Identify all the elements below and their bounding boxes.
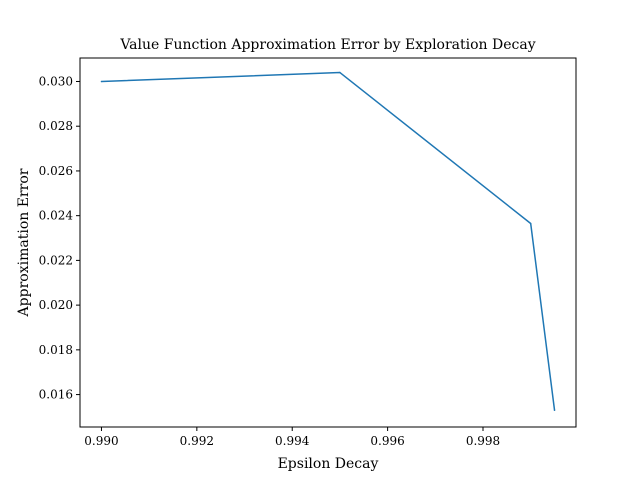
- y-tick-label: 0.016: [39, 388, 73, 402]
- plot-frame: [79, 57, 577, 428]
- data-point: [553, 409, 556, 411]
- series-line: [101, 71, 556, 411]
- x-tick-label: 0.992: [180, 434, 214, 448]
- data-point: [100, 80, 103, 83]
- data-point: [529, 222, 532, 225]
- plot-content: [100, 71, 556, 411]
- chart-title: Value Function Approximation Error by Ex…: [119, 37, 535, 53]
- y-tick-label: 0.020: [39, 298, 73, 312]
- plot-area: [80, 58, 576, 427]
- y-tick-label: 0.022: [39, 253, 73, 267]
- y-tick-label: 0.026: [39, 164, 73, 178]
- y-tick-label: 0.030: [39, 74, 73, 88]
- x-tick-label: 0.996: [370, 434, 404, 448]
- y-tick-label: 0.018: [39, 343, 73, 357]
- y-tick-label: 0.024: [39, 209, 74, 223]
- x-tick-label: 0.994: [275, 434, 310, 448]
- x-tick-label: 0.990: [84, 434, 118, 448]
- y-axis-label: Approximation Error: [16, 168, 32, 317]
- x-axis-ticks: 0.990 0.992 0.994 0.996 0.998: [84, 427, 500, 448]
- x-tick-label: 0.998: [466, 434, 500, 448]
- x-axis-label: Epsilon Decay: [278, 456, 379, 472]
- y-axis-ticks: 0.016 0.018 0.020 0.022 0.024 0.026 0.028 0.030: [39, 74, 80, 402]
- data-point: [339, 71, 341, 74]
- y-tick-label: 0.028: [39, 119, 73, 133]
